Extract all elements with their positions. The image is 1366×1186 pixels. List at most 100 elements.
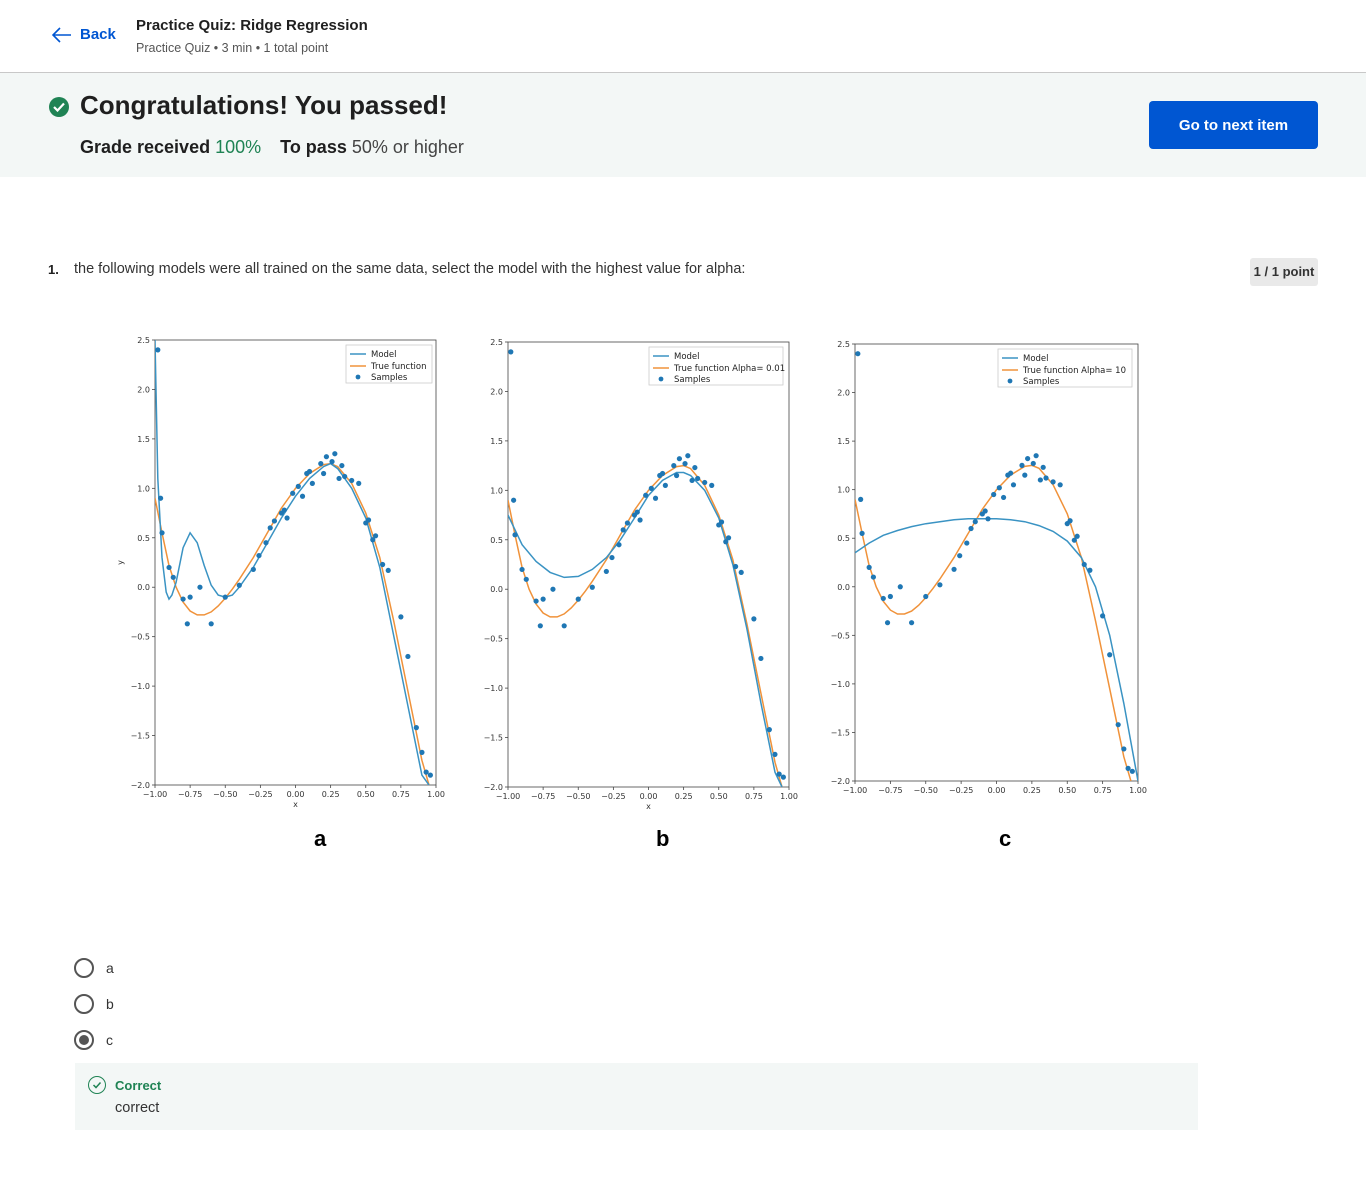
sample-point-c bbox=[937, 582, 943, 588]
series-line-model-c bbox=[855, 518, 1138, 781]
question-text: the following models were all trained on… bbox=[74, 261, 746, 277]
x-tick-label-a: 1.00 bbox=[427, 790, 445, 799]
sample-point-b bbox=[702, 479, 708, 486]
option-b-label: b bbox=[106, 996, 114, 1012]
sample-point-b bbox=[533, 598, 539, 604]
sample-point-c bbox=[1050, 479, 1056, 485]
sample-point-a bbox=[329, 459, 335, 465]
y-tick-label-b: 2.0 bbox=[490, 387, 503, 396]
sample-point-b bbox=[561, 623, 567, 629]
sample-point-c bbox=[972, 519, 978, 525]
sample-point-b bbox=[676, 456, 683, 462]
x-tick-label-c: 1.00 bbox=[1129, 786, 1147, 795]
y-tick-label-c: −0.5 bbox=[831, 631, 850, 640]
x-tick-label-a: 0.50 bbox=[357, 790, 375, 799]
sample-point-a bbox=[281, 507, 287, 513]
sample-point-c bbox=[1000, 494, 1007, 501]
sample-point-c bbox=[991, 491, 997, 498]
sample-point-a bbox=[295, 483, 301, 489]
y-tick-label-c: −1.0 bbox=[831, 680, 850, 689]
x-tick-label-c: −1.00 bbox=[843, 786, 868, 795]
sample-point-b bbox=[603, 568, 609, 575]
sample-point-b bbox=[575, 596, 581, 602]
next-item-button[interactable]: Go to next item bbox=[1149, 101, 1318, 149]
sample-point-c bbox=[957, 553, 963, 559]
quiz-meta: Practice Quiz • 3 min • 1 total point bbox=[136, 41, 329, 55]
sample-point-a bbox=[380, 561, 386, 568]
sample-point-a bbox=[365, 517, 372, 523]
panel-letter-c: c bbox=[999, 826, 1012, 851]
sample-point-b bbox=[685, 453, 691, 459]
sample-point-a bbox=[318, 461, 324, 467]
sample-point-a bbox=[372, 533, 379, 539]
sample-point-c bbox=[855, 351, 861, 357]
sample-point-a bbox=[250, 566, 256, 573]
back-button[interactable]: Back bbox=[52, 26, 116, 43]
sample-point-a bbox=[155, 347, 161, 353]
sample-point-a bbox=[159, 530, 165, 536]
sample-point-c bbox=[884, 620, 891, 626]
pass-value: 50% or higher bbox=[351, 137, 464, 157]
y-tick-label-b: −2.0 bbox=[484, 783, 503, 792]
plot-frame-c bbox=[854, 343, 1139, 782]
panel-letter-b: b bbox=[656, 826, 670, 851]
x-tick-label-a: −0.75 bbox=[178, 790, 203, 799]
grade-summary: Grade received 100% To pass 50% or highe… bbox=[80, 137, 464, 158]
radio-a[interactable] bbox=[74, 958, 94, 978]
sample-point-b bbox=[725, 535, 732, 541]
top-bar: Back Practice Quiz: Ridge Regression Pra… bbox=[0, 0, 1366, 73]
sample-point-c bbox=[897, 584, 903, 590]
legend-true-function-a: True function bbox=[370, 362, 426, 372]
x-tick-label-a: 0.25 bbox=[322, 790, 340, 799]
feedback-text: correct bbox=[115, 1100, 160, 1116]
grade-label: Grade received bbox=[80, 137, 211, 157]
regression-figure: 2.52.01.51.00.50.0−0.5−1.0−1.5−2.0−1.00−… bbox=[116, 336, 1147, 811]
option-a[interactable]: a bbox=[74, 958, 114, 978]
y-tick-label-b: 1.5 bbox=[490, 437, 503, 446]
sample-point-c bbox=[1040, 464, 1046, 470]
option-b[interactable]: b bbox=[74, 994, 114, 1014]
x-tick-label-a: 0.00 bbox=[287, 790, 305, 799]
x-tick-label-b: 1.00 bbox=[780, 792, 798, 801]
legend-samples-c: Samples bbox=[1023, 377, 1060, 387]
x-tick-label-b: 0.50 bbox=[710, 792, 728, 801]
back-label: Back bbox=[80, 26, 116, 43]
sample-point-a bbox=[309, 480, 315, 486]
feedback-title: Correct bbox=[115, 1078, 162, 1093]
sample-point-c bbox=[859, 530, 865, 536]
sample-point-a bbox=[413, 725, 419, 731]
sample-point-c bbox=[1022, 472, 1028, 478]
sample-point-b bbox=[766, 727, 772, 733]
x-tick-label-c: 0.50 bbox=[1058, 786, 1076, 795]
sample-point-a bbox=[271, 518, 278, 524]
legend-samples-a: Samples bbox=[371, 373, 408, 383]
radio-c[interactable] bbox=[74, 1030, 94, 1050]
grade-value: 100% bbox=[215, 137, 262, 157]
sample-point-b bbox=[674, 472, 680, 479]
y-tick-label-a: −1.0 bbox=[131, 682, 150, 691]
legend-true-function-b: True function Alpha= 0.01 bbox=[673, 364, 785, 374]
sample-point-a bbox=[323, 454, 330, 460]
y-tick-label-a: 0.0 bbox=[137, 583, 150, 592]
x-tick-label-c: −0.50 bbox=[913, 786, 938, 795]
legend-model-c: Model bbox=[1023, 354, 1049, 364]
sample-point-c bbox=[1107, 652, 1113, 658]
x-axis-label-b: x bbox=[646, 802, 651, 811]
sample-point-c bbox=[880, 595, 886, 602]
y-tick-label-c: 1.5 bbox=[837, 437, 850, 446]
y-tick-label-b: 2.5 bbox=[490, 338, 503, 347]
sample-point-b bbox=[758, 655, 764, 662]
sample-point-b bbox=[512, 532, 518, 538]
sample-point-c bbox=[951, 566, 957, 572]
passed-banner bbox=[0, 73, 1366, 177]
radio-b[interactable] bbox=[74, 994, 94, 1014]
y-tick-label-c: 0.0 bbox=[837, 583, 850, 592]
question-number: 1. bbox=[48, 262, 59, 277]
pass-label: To pass bbox=[280, 137, 347, 157]
sample-point-c bbox=[858, 496, 864, 502]
option-c[interactable]: c bbox=[74, 1030, 113, 1050]
sample-point-a bbox=[184, 621, 190, 627]
sample-point-a bbox=[423, 769, 429, 775]
series-line-true-function-b bbox=[508, 464, 783, 787]
sample-point-b bbox=[709, 482, 715, 488]
